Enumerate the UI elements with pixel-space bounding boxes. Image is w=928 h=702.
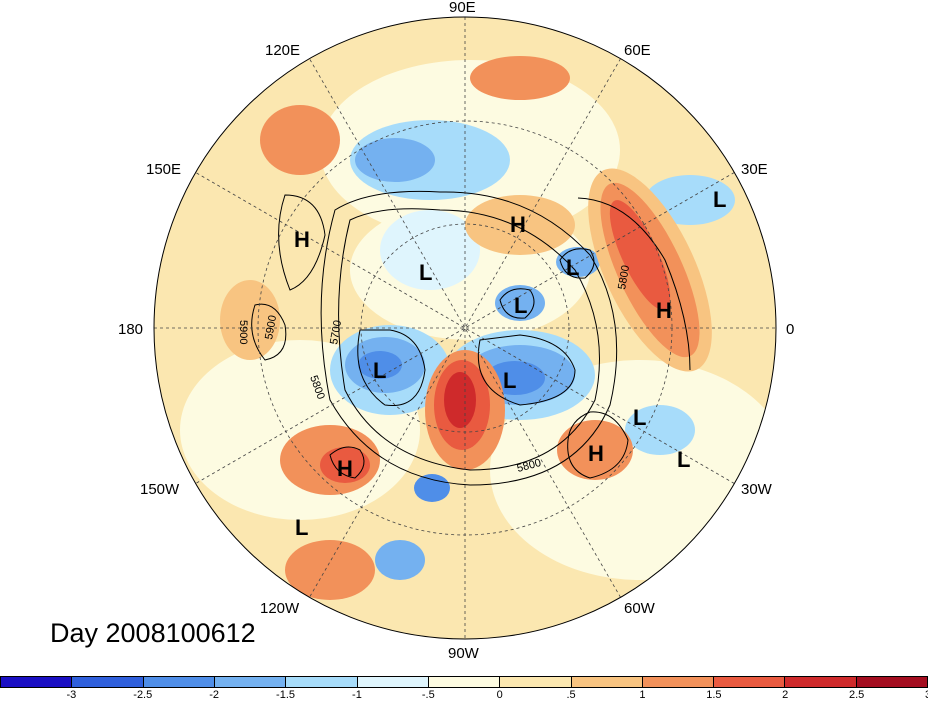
colorbar-swatch (143, 677, 215, 687)
graticule (154, 17, 776, 639)
colorbar-ticks: -3 -2.5 -2 -1.5 -1 -.5 0 .5 1 1.5 2 2.5 3 (0, 688, 928, 702)
low-marker: L (373, 358, 386, 383)
high-marker: H (588, 441, 604, 466)
low-marker: L (566, 255, 579, 280)
low-marker: L (503, 368, 516, 393)
height-contours (251, 190, 691, 486)
high-marker: H (510, 212, 526, 237)
colorbar-swatch (214, 677, 287, 687)
colorbar-swatch (286, 677, 358, 687)
colorbar-tick-label: 0 (496, 689, 503, 701)
colorbar-swatch (428, 677, 501, 687)
colorbar-tick-label: -.5 (421, 689, 435, 701)
colorbar-tick-label: -3 (66, 689, 77, 701)
high-marker: H (294, 227, 310, 252)
low-marker: L (713, 187, 726, 212)
colorbar-swatch (642, 677, 715, 687)
low-marker: L (419, 260, 432, 285)
colorbar-swatch (357, 677, 429, 687)
lon-label-90e: 90E (449, 0, 476, 16)
colorbar-tick-label: 1 (639, 689, 646, 701)
colorbar-swatch (571, 677, 643, 687)
colorbar-tick-label: -1.5 (276, 689, 296, 701)
high-marker: H (337, 456, 353, 481)
colorbar-swatch (72, 677, 144, 687)
colorbar-tick-label: 2 (782, 689, 789, 701)
colorbar-swatch (785, 677, 857, 687)
anomaly-field (154, 17, 776, 639)
high-marker: H (656, 298, 672, 323)
lon-label-150e: 150E (146, 161, 181, 178)
lon-label-60e: 60E (624, 42, 651, 59)
polar-map: 90E 60E 30E 0 30W 60W 90W 120W 150W 180 … (118, 0, 794, 662)
contour-label: 5800 (616, 264, 632, 290)
contour-label: 5900 (237, 320, 249, 344)
colorbar-tick-label: 1.5 (706, 689, 722, 701)
low-marker: L (633, 405, 646, 430)
colorbar-tick-label: .5 (566, 689, 576, 701)
low-marker: L (677, 447, 690, 472)
lon-label-30e: 30E (741, 161, 768, 178)
lon-label-180: 180 (118, 321, 143, 338)
lon-label-30w: 30W (741, 481, 773, 498)
contour-label: 5700 (328, 319, 344, 345)
map-boundary (153, 16, 777, 640)
low-marker: L (295, 515, 308, 540)
colorbar-swatch (1, 677, 73, 687)
colorbar-tick-label: 3 (925, 689, 928, 701)
colorbar-tick-label: 2.5 (848, 689, 865, 701)
colorbar-swatch (856, 677, 928, 687)
longitude-labels: 90E 60E 30E 0 30W 60W 90W 120W 150W 180 … (118, 0, 794, 662)
colorbar-tick-label: -2.5 (133, 689, 153, 701)
colorbar-swatch (714, 677, 786, 687)
colorbar: -3 -2.5 -2 -1.5 -1 -.5 0 .5 1 1.5 2 2.5 3 (0, 676, 928, 702)
lon-label-120e: 120E (265, 42, 300, 59)
lon-label-150w: 150W (140, 481, 180, 498)
contour-label: 5900 (263, 314, 279, 340)
date-title: Day 2008100612 (50, 618, 256, 648)
lon-label-90w: 90W (448, 645, 480, 662)
colorbar-tick-label: -2 (209, 689, 220, 701)
colorbar-boxes (0, 676, 928, 688)
colorbar-tick-label: -1 (352, 689, 362, 701)
colorbar-swatch (500, 677, 572, 687)
lon-label-120w: 120W (260, 600, 300, 617)
lon-label-0: 0 (786, 321, 794, 338)
pressure-systems: H H H H H L L L L L L L L L (294, 187, 726, 540)
lon-label-60w: 60W (624, 600, 656, 617)
low-marker: L (514, 293, 527, 318)
